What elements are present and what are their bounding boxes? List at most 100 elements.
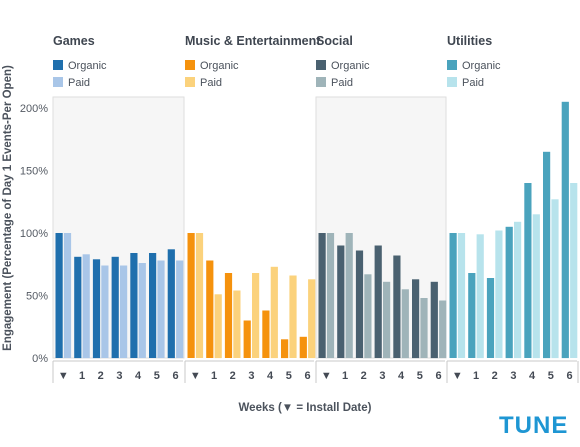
- bar-organic: [262, 310, 270, 358]
- x-tick-label: 6: [435, 370, 441, 382]
- legend-label: Organic: [200, 60, 239, 72]
- x-tick-label: 5: [286, 370, 292, 382]
- bar-paid: [439, 300, 447, 358]
- bar-organic: [149, 253, 157, 358]
- bar-paid: [551, 199, 559, 359]
- bar-paid: [364, 274, 372, 359]
- x-tick-label: 3: [379, 370, 385, 382]
- legend-label: Organic: [331, 60, 370, 72]
- bar-paid: [138, 263, 146, 358]
- group-title: Social: [316, 34, 353, 48]
- bar-paid: [420, 298, 428, 358]
- x-tick-label: 1: [79, 370, 85, 382]
- x-axis-title: Weeks (▼ = Install Date): [239, 402, 372, 414]
- x-tick-label: 2: [361, 370, 367, 382]
- bar-paid: [457, 233, 466, 358]
- bar-paid: [252, 273, 260, 358]
- y-tick-label: 0%: [32, 353, 48, 365]
- bar-organic: [92, 259, 101, 359]
- x-tick-label: 1: [342, 370, 348, 382]
- legend-label: Paid: [68, 77, 90, 89]
- x-tick-label: 6: [566, 370, 572, 382]
- bar-organic: [55, 233, 63, 358]
- bar-organic: [486, 278, 495, 358]
- y-axis-title: Engagement (Percentage of Day 1 Events-P…: [2, 65, 14, 351]
- x-tick-label: ▼: [58, 370, 69, 382]
- x-tick-label: 5: [548, 370, 554, 382]
- bar-organic: [74, 256, 82, 359]
- bar-organic: [167, 249, 175, 359]
- bar-organic: [374, 245, 382, 358]
- legend-label: Organic: [462, 60, 501, 72]
- y-tick-label: 200%: [20, 103, 48, 115]
- legend-label: Paid: [331, 77, 353, 89]
- x-tick-label: 2: [492, 370, 498, 382]
- x-tick-label: ▼: [321, 370, 332, 382]
- bar-paid: [383, 281, 391, 359]
- legend-swatch: [185, 77, 195, 87]
- legend-swatch: [53, 77, 63, 87]
- legend-swatch: [316, 60, 326, 70]
- bar-organic: [243, 320, 251, 358]
- x-tick-label: 3: [510, 370, 516, 382]
- x-tick-label: 2: [230, 370, 236, 382]
- x-tick-label: 6: [172, 370, 178, 382]
- bar-organic: [224, 273, 233, 358]
- x-tick-label: 3: [248, 370, 254, 382]
- legend-swatch: [316, 77, 326, 87]
- bar-paid: [532, 214, 540, 359]
- x-tick-label: ▼: [452, 370, 463, 382]
- bar-organic: [505, 226, 513, 359]
- tune-logo: TUNE: [499, 412, 569, 439]
- legend-label: Paid: [462, 77, 484, 89]
- x-tick-label: 3: [116, 370, 122, 382]
- bar-paid: [326, 233, 335, 358]
- bar-paid: [195, 233, 204, 358]
- bar-paid: [570, 183, 578, 358]
- bar-paid: [82, 254, 90, 359]
- x-tick-label: 4: [529, 370, 536, 382]
- x-tick-label: 1: [211, 370, 217, 382]
- bar-paid: [289, 275, 297, 358]
- x-tick-label: 2: [98, 370, 104, 382]
- bar-paid: [401, 289, 409, 359]
- bar-paid: [233, 290, 241, 358]
- bar-organic: [561, 101, 569, 359]
- bar-paid: [308, 279, 316, 359]
- bar-organic: [430, 281, 438, 359]
- x-tick-label: 1: [473, 370, 479, 382]
- bar-organic: [524, 183, 532, 358]
- x-tick-label: 5: [154, 370, 160, 382]
- bar-organic: [130, 253, 138, 358]
- bar-organic: [337, 245, 345, 358]
- legend-swatch: [53, 60, 63, 70]
- bar-organic: [412, 279, 420, 359]
- bar-organic: [468, 273, 476, 358]
- legend-label: Paid: [200, 77, 222, 89]
- bar-paid: [495, 230, 503, 358]
- bar-organic: [281, 339, 289, 359]
- y-tick-label: 100%: [20, 228, 48, 240]
- bar-paid: [120, 265, 128, 358]
- bar-paid: [270, 266, 278, 359]
- bar-organic: [318, 233, 326, 358]
- y-tick-label: 150%: [20, 166, 48, 178]
- bar-organic: [543, 151, 551, 359]
- bar-paid: [63, 233, 72, 358]
- bar-paid: [514, 221, 522, 359]
- bar-organic: [187, 233, 195, 358]
- bar-paid: [476, 234, 484, 359]
- bar-paid: [157, 260, 165, 358]
- x-tick-label: 6: [304, 370, 310, 382]
- bar-organic: [206, 260, 214, 358]
- bar-paid: [214, 294, 222, 359]
- x-tick-label: 5: [417, 370, 423, 382]
- legend-swatch: [185, 60, 195, 70]
- legend-label: Organic: [68, 60, 107, 72]
- bar-paid: [176, 260, 184, 358]
- x-tick-label: ▼: [190, 370, 201, 382]
- group-title: Music & Entertainment: [185, 34, 321, 48]
- x-tick-label: 4: [267, 370, 274, 382]
- group-title: Utilities: [447, 34, 492, 48]
